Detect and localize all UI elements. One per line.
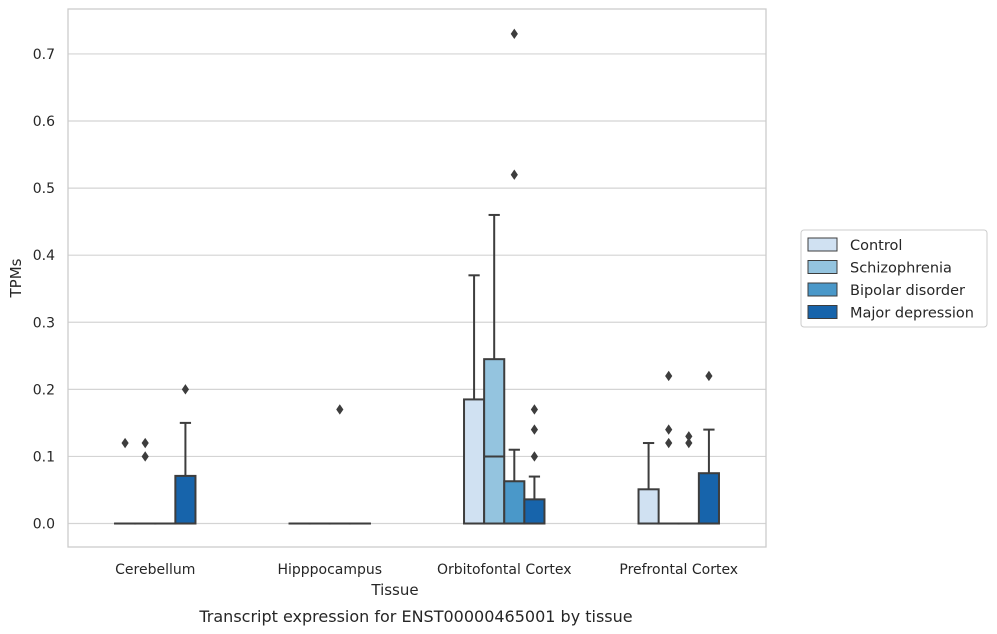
outlier-point — [336, 404, 344, 415]
outlier-point — [510, 169, 518, 180]
box-body — [483, 358, 506, 525]
legend: Control Schizophrenia Bipolar disorder Majo… — [800, 229, 988, 328]
y-tick-label: 0.1 — [33, 449, 55, 465]
box-body — [697, 472, 720, 525]
x-tick-label: Hipppocampus — [277, 562, 382, 578]
x-tick-label: Orbitofontal Cortex — [437, 562, 572, 578]
outlier-point — [530, 404, 539, 415]
box-3-0 — [174, 384, 197, 525]
legend-label: Bipolar disorder — [850, 283, 965, 299]
outlier-point — [141, 437, 149, 449]
y-axis-ticks: 0.0 0.1 0.2 0.3 0.4 0.5 0.6 0.7 — [33, 47, 55, 533]
box-body — [463, 398, 486, 525]
chart-caption: Transcript expression for ENST0000046500… — [198, 607, 632, 626]
gridlines — [68, 53, 766, 525]
y-tick-label: 0.4 — [33, 248, 55, 264]
outlier-point — [530, 424, 539, 435]
x-tick-label: Prefrontal Cortex — [619, 562, 738, 578]
outlier-point — [510, 28, 518, 40]
box-body — [523, 498, 546, 525]
x-axis-ticks: Cerebellum Hipppocampus Orbitofontal Corte… — [115, 562, 738, 578]
legend-swatch — [807, 305, 838, 319]
y-tick-label: 0.6 — [33, 114, 55, 130]
legend-swatch — [807, 282, 838, 297]
box-body — [503, 480, 526, 525]
box-1-0 — [134, 437, 157, 525]
outlier-point — [665, 370, 673, 382]
box-plot-area — [114, 28, 720, 525]
y-tick-label: 0.5 — [33, 181, 55, 197]
y-tick-label: 0.7 — [33, 47, 55, 63]
x-tick-label: Cerebellum — [115, 562, 195, 578]
y-tick-label: 0.0 — [33, 517, 55, 533]
box-2-1 — [328, 404, 351, 525]
legend-label: Major depression — [850, 306, 974, 322]
outlier-point — [181, 384, 190, 395]
outlier-point — [141, 451, 149, 462]
box-body — [637, 488, 660, 525]
box-3-2 — [523, 404, 546, 525]
box-3-3 — [697, 370, 720, 525]
outlier-point — [530, 451, 539, 462]
legend-label: Control — [850, 238, 902, 254]
outlier-point — [665, 424, 673, 435]
y-tick-label: 0.2 — [33, 382, 55, 398]
box-0-0 — [114, 437, 137, 525]
legend-label: Schizophrenia — [850, 261, 952, 277]
outlier-point — [705, 370, 713, 382]
outlier-point — [685, 437, 693, 449]
outlier-point — [685, 431, 693, 442]
y-axis-label: TPMs — [7, 258, 25, 298]
box-1-2 — [483, 213, 506, 525]
y-tick-label: 0.3 — [33, 315, 55, 331]
outlier-point — [121, 437, 129, 449]
box-body — [174, 474, 197, 525]
legend-swatch — [807, 260, 838, 274]
box-0-2 — [463, 274, 486, 525]
box-1-3 — [657, 370, 680, 525]
legend-frame — [800, 229, 988, 328]
box-0-3 — [637, 442, 660, 525]
outlier-point — [665, 437, 673, 449]
box-2-2 — [503, 28, 526, 525]
x-axis-label: Tissue — [370, 581, 418, 599]
legend-swatch — [807, 237, 838, 252]
plot-frame — [67, 8, 767, 548]
box-2-3 — [677, 431, 700, 525]
